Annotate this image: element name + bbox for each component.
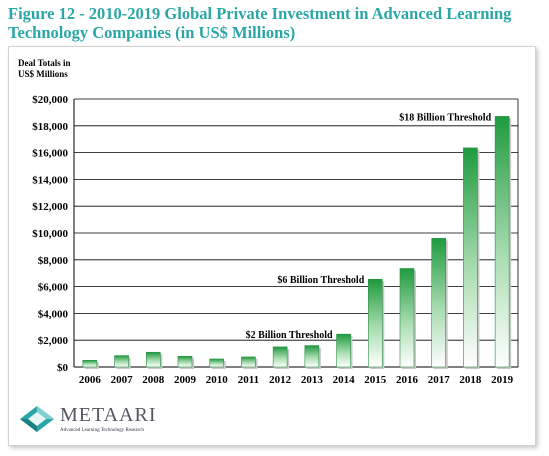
y-tick-label: $20,000	[32, 94, 68, 106]
bar-2015	[367, 278, 383, 368]
bar-2007	[114, 355, 129, 368]
x-axis-ticks: 2006 2007 2008 2009 2010 2011 2012 2013 2014 2015…	[79, 374, 514, 386]
y-axis-title: Deal Totals in US$ Millions	[18, 58, 71, 80]
bar-2016	[399, 268, 415, 368]
chart-panel	[8, 46, 536, 446]
threshold-annotation: $18 Billion Threshold	[399, 112, 491, 123]
y-tick-label: $16,000	[32, 148, 68, 160]
bar-2011	[241, 356, 256, 368]
bar-2008	[145, 351, 161, 368]
threshold-annotation: $2 Billion Threshold	[246, 330, 333, 341]
bar-2018	[463, 147, 478, 368]
bar-2012	[272, 346, 288, 368]
bar-2010	[209, 358, 225, 368]
bar-2009	[177, 355, 193, 368]
y-tick-label: $8,000	[38, 255, 69, 267]
y-tick-label: $2,000	[38, 335, 69, 347]
logo-wordmark: METAARI	[60, 404, 157, 426]
x-tick-label: 2014	[333, 374, 356, 386]
bar-2019	[494, 116, 510, 368]
x-tick-label: 2010	[206, 374, 229, 386]
y-axis-title-line-2: US$ Millions	[18, 69, 68, 79]
x-tick-label: 2015	[364, 374, 387, 386]
annotations: $2 Billion Threshold $6 Billion Threshold…	[246, 112, 492, 341]
x-tick-label: 2013	[301, 374, 324, 386]
y-tick-label: $14,000	[32, 174, 68, 186]
bar-2013	[304, 345, 320, 368]
threshold-annotation: $6 Billion Threshold	[277, 275, 364, 286]
bar-2014	[336, 333, 351, 368]
x-tick-label: 2012	[269, 374, 292, 386]
x-tick-label: 2011	[238, 374, 259, 386]
x-tick-label: 2019	[491, 374, 514, 386]
y-tick-label: $18,000	[32, 121, 68, 133]
y-tick-label: $12,000	[32, 201, 68, 213]
y-tick-label: $10,000	[32, 228, 68, 240]
bar-2006	[82, 359, 98, 368]
logo-tagline: Advanced Learning Technology Research	[60, 428, 144, 433]
y-tick-label: $6,000	[38, 282, 69, 294]
x-tick-label: 2009	[174, 374, 197, 386]
x-tick-label: 2006	[79, 374, 102, 386]
x-tick-label: 2007	[111, 374, 134, 386]
x-tick-label: 2008	[142, 374, 165, 386]
y-axis-title-line-1: Deal Totals in	[18, 58, 71, 68]
diamond-logo-icon	[20, 406, 54, 432]
figure-title: Figure 12 - 2010-2019 Global Private Inv…	[8, 4, 512, 42]
x-tick-label: 2017	[428, 374, 451, 386]
gridlines	[73, 98, 519, 368]
x-tick-label: 2018	[459, 374, 482, 386]
y-tick-label: $4,000	[38, 308, 69, 320]
x-tick-label: 2016	[396, 374, 419, 386]
bar-2017	[431, 238, 447, 368]
metaari-logo: METAARI Advanced Learning Technology Res…	[20, 402, 170, 438]
y-axis-ticks: $0 $2,000 $4,000 $6,000 $8,000 $10,000 $12,000…	[32, 94, 68, 374]
y-tick-label: $0	[57, 362, 69, 374]
bars	[82, 116, 512, 369]
